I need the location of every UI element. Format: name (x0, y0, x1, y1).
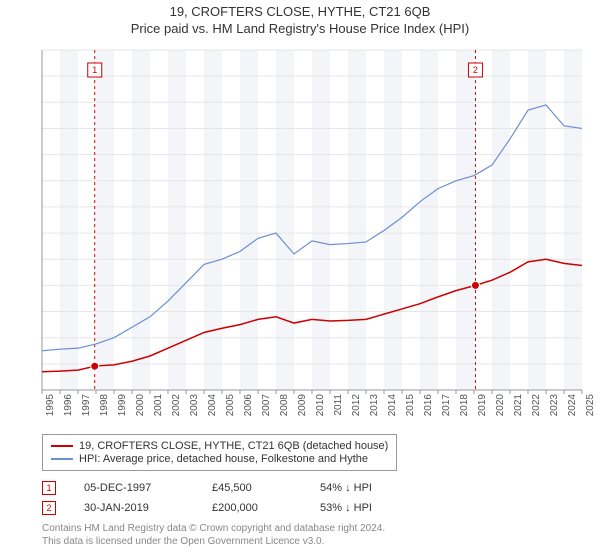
x-tick-label: 1998 (99, 394, 110, 416)
x-tick-label: 2016 (423, 394, 434, 416)
x-tick-label: 1999 (117, 394, 128, 416)
x-tick-label: 2024 (567, 394, 578, 416)
footer-line1: Contains HM Land Registry data © Crown c… (42, 522, 385, 535)
x-tick-label: 2017 (441, 394, 452, 416)
x-tick-label: 2012 (351, 394, 362, 416)
plot-svg: 12 (42, 50, 582, 390)
x-tick-label: 2011 (333, 394, 344, 416)
x-tick-label: 2010 (315, 394, 326, 416)
x-tick-label: 2005 (225, 394, 236, 416)
x-tick-label: 2013 (369, 394, 380, 416)
x-tick-label: 2014 (387, 394, 398, 416)
sales-table: 1 05-DEC-1997 £45,500 54% ↓ HPI 2 30-JAN-2019… (42, 478, 372, 518)
legend-box: 19, CROFTERS CLOSE, HYTHE, CT21 6QB (det… (42, 434, 397, 471)
legend-swatch (51, 445, 73, 447)
x-tick-label: 2006 (243, 394, 254, 416)
x-tick-label: 2019 (477, 394, 488, 416)
legend-label: 19, CROFTERS CLOSE, HYTHE, CT21 6QB (det… (79, 440, 388, 452)
chart-title: 19, CROFTERS CLOSE, HYTHE, CT21 6QB (0, 4, 600, 19)
sale-date: 30-JAN-2019 (84, 502, 184, 514)
footer: Contains HM Land Registry data © Crown c… (42, 522, 385, 548)
x-tick-label: 2025 (585, 394, 596, 416)
x-tick-label: 2007 (261, 394, 272, 416)
x-tick-label: 2018 (459, 394, 470, 416)
sale-row: 1 05-DEC-1997 £45,500 54% ↓ HPI (42, 478, 372, 498)
sale-price: £200,000 (212, 502, 292, 514)
sale-pct: 53% ↓ HPI (320, 502, 372, 514)
sale-marker: 2 (42, 501, 56, 515)
legend-label: HPI: Average price, detached house, Folk… (79, 453, 368, 465)
x-tick-label: 2009 (297, 394, 308, 416)
sale-date: 05-DEC-1997 (84, 482, 184, 494)
sale-pct: 54% ↓ HPI (320, 482, 372, 494)
legend-swatch (51, 458, 73, 460)
legend-item: HPI: Average price, detached house, Folk… (51, 453, 388, 465)
legend-item: 19, CROFTERS CLOSE, HYTHE, CT21 6QB (det… (51, 440, 388, 452)
chart-area: 12 (42, 50, 582, 414)
sale-marker: 1 (42, 481, 56, 495)
chart-container: 19, CROFTERS CLOSE, HYTHE, CT21 6QB Pric… (0, 0, 600, 560)
sale-price: £45,500 (212, 482, 292, 494)
x-tick-label: 2022 (531, 394, 542, 416)
x-tick-label: 1995 (45, 394, 56, 416)
x-tick-label: 2003 (189, 394, 200, 416)
x-tick-label: 2015 (405, 394, 416, 416)
x-tick-label: 2008 (279, 394, 290, 416)
sale-row: 2 30-JAN-2019 £200,000 53% ↓ HPI (42, 498, 372, 518)
x-tick-label: 1996 (63, 394, 74, 416)
x-tick-label: 2020 (495, 394, 506, 416)
x-tick-label: 2001 (153, 394, 164, 416)
chart-subtitle: Price paid vs. HM Land Registry's House … (0, 21, 600, 36)
svg-text:2: 2 (473, 65, 478, 75)
x-tick-label: 2002 (171, 394, 182, 416)
x-tick-label: 1997 (81, 394, 92, 416)
x-tick-label: 2004 (207, 394, 218, 416)
svg-text:1: 1 (92, 65, 97, 75)
footer-line2: This data is licensed under the Open Gov… (42, 535, 385, 548)
x-tick-label: 2021 (513, 394, 524, 416)
title-block: 19, CROFTERS CLOSE, HYTHE, CT21 6QB Pric… (0, 0, 600, 36)
x-tick-label: 2023 (549, 394, 560, 416)
x-tick-label: 2000 (135, 394, 146, 416)
x-axis: 1995 1996 1997 1998 1999 2000 2001 2002 2003 2004… (42, 390, 582, 430)
